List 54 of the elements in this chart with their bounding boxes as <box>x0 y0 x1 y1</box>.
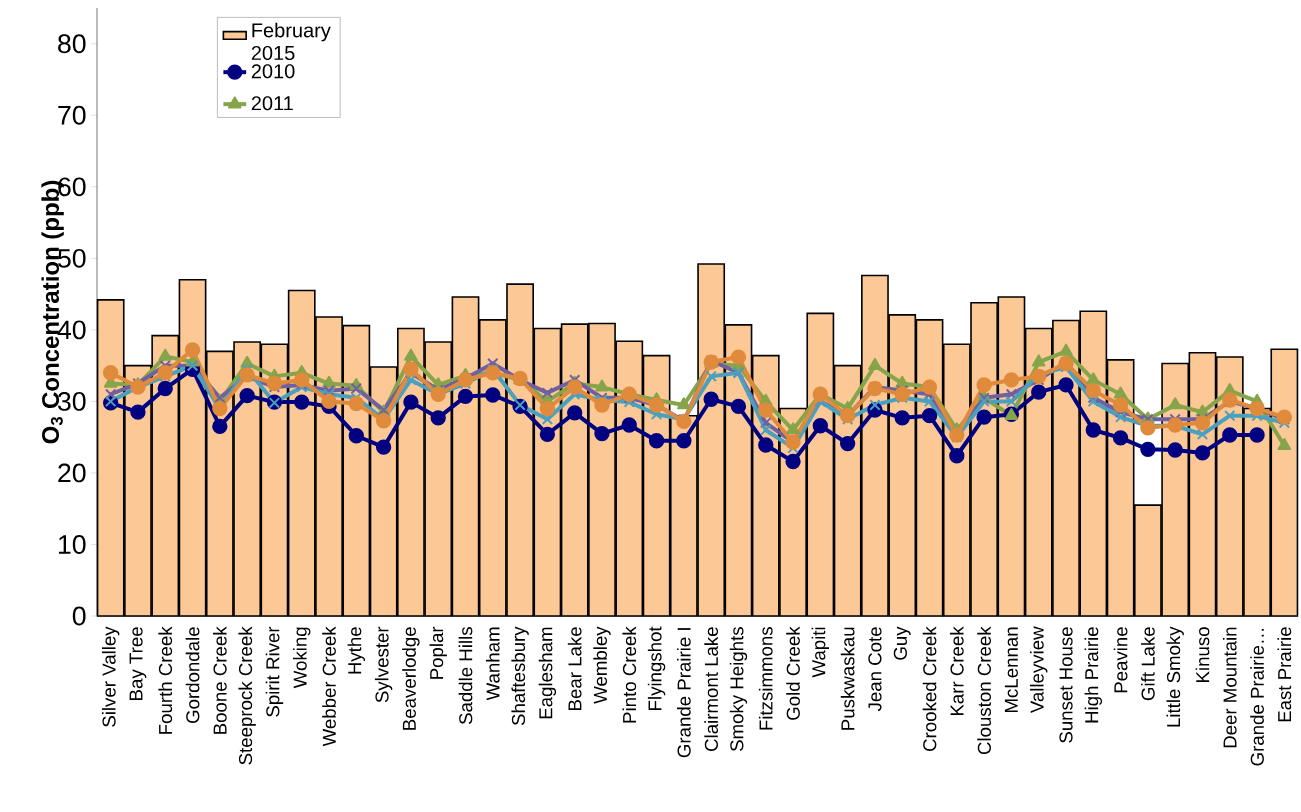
x-tick-label: Silver Valley <box>101 626 120 727</box>
x-tick-label: Puskwaskau <box>840 627 855 730</box>
legend-label: 2011 <box>251 96 293 111</box>
x-tick-label: Kinuso <box>1195 627 1210 682</box>
x-tick-label: Spirit River <box>265 626 284 717</box>
x-tick-label: Grande Prairie I <box>677 628 691 758</box>
x-tick-label: Smoky Heights <box>729 627 748 752</box>
x-tick-label: Wanham <box>485 627 500 701</box>
x-tick-label: Gordondale <box>185 627 200 723</box>
y-tick-label: 10 <box>58 535 86 554</box>
x-tick-label: Saddle Hills <box>458 627 473 725</box>
x-tick-label: Fitzsimmons <box>758 627 773 730</box>
y-tick-label: 40 <box>57 320 86 340</box>
x-tick-label: Boone Creek <box>212 626 227 734</box>
y-tick-label: 50 <box>58 248 86 268</box>
x-tick-label: Steeprock Creek <box>238 626 256 765</box>
y-tick-label: 70 <box>58 105 86 125</box>
y-tick-label: 20 <box>58 463 86 483</box>
x-tick-label: Bay Tree <box>129 627 147 700</box>
x-tick-label: Hythe <box>347 627 366 674</box>
x-tick-label: Webber Creek <box>322 626 336 747</box>
x-tick-label: Pinto Creek <box>622 626 637 723</box>
x-tick-label: Wapiti <box>811 627 830 678</box>
x-tick-label: Fourth Creek <box>158 626 173 734</box>
x-tick-label: Valleyview <box>1030 626 1048 714</box>
y-tick-label: 0 <box>72 606 86 626</box>
x-tick-label: Flyingshot <box>647 626 666 710</box>
x-tick-label: McLennan <box>1004 627 1018 713</box>
x-tick-label: Woking <box>293 627 311 689</box>
y-tick-label: 80 <box>58 34 86 54</box>
x-tick-label: Bear Lake <box>567 627 582 710</box>
x-tick-label: Peavine <box>1113 627 1128 693</box>
x-tick-label: Gift Lake <box>1141 627 1155 701</box>
x-tick-label: Poplar <box>429 626 447 679</box>
x-tick-label: Grande Prairie… <box>1250 628 1264 766</box>
x-tick-label: High Prairie <box>1084 627 1102 723</box>
x-tick-label: Karr Creek <box>949 626 964 716</box>
legend-label: 2010 <box>251 64 295 79</box>
x-tick-label: East Prairie <box>1277 627 1292 722</box>
x-tick-label: Sylvester <box>374 626 393 703</box>
x-tick-label: Clouston Creek <box>977 626 991 755</box>
x-tick-label: Jean Cote <box>868 627 882 712</box>
x-tick-label: Crooked Creek <box>922 626 937 751</box>
x-tick-label: Beaverlodge <box>402 627 420 730</box>
x-tick-label: Eaglesham <box>538 627 557 719</box>
x-tick-label: Sunset House <box>1059 627 1073 743</box>
x-tick-label: Deer Mountain <box>1222 627 1237 748</box>
x-tick-label: Guy <box>893 626 911 660</box>
x-tick-label: Little Smoky <box>1166 626 1184 727</box>
x-tick-label: Gold Creek <box>786 626 800 720</box>
x-tick-label: Wembley <box>593 626 611 704</box>
x-tick-label: Shaftesbury <box>511 626 529 726</box>
x-tick-label: Clairmont Lake <box>704 627 719 751</box>
legend-label: February 2015 <box>251 22 331 61</box>
